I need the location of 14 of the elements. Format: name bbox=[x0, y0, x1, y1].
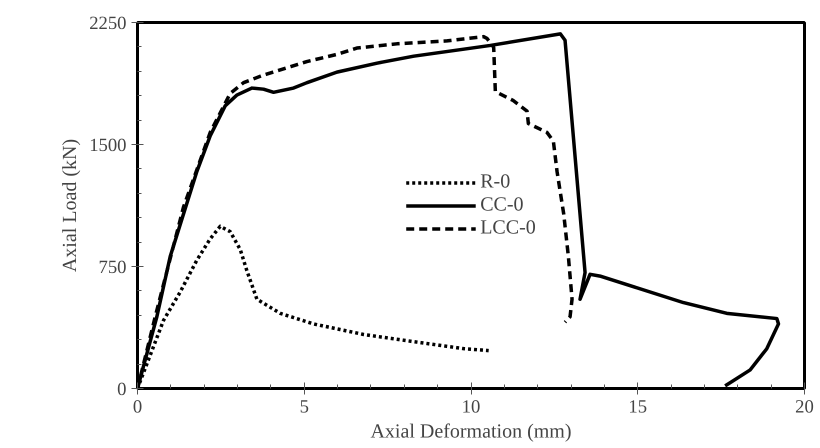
y-tick-label: 2250 bbox=[89, 13, 126, 34]
x-tick-label: 15 bbox=[628, 396, 648, 418]
legend-label: R-0 bbox=[480, 170, 510, 194]
legend-label: CC-0 bbox=[480, 194, 524, 216]
x-tick-label: 0 bbox=[132, 396, 142, 418]
y-tick-label: 0 bbox=[117, 379, 126, 400]
x-axis-title: Axial Deformation (mm) bbox=[370, 420, 572, 442]
y-axis-title: Axial Load (kN) bbox=[59, 138, 82, 272]
x-tick-label: 20 bbox=[795, 396, 814, 418]
y-tick-label: 750 bbox=[98, 257, 126, 278]
legend-label: LCC-0 bbox=[480, 216, 536, 240]
y-tick-label: 1500 bbox=[89, 135, 126, 156]
x-tick-label: 5 bbox=[300, 396, 309, 418]
x-tick-label: 10 bbox=[462, 396, 480, 418]
